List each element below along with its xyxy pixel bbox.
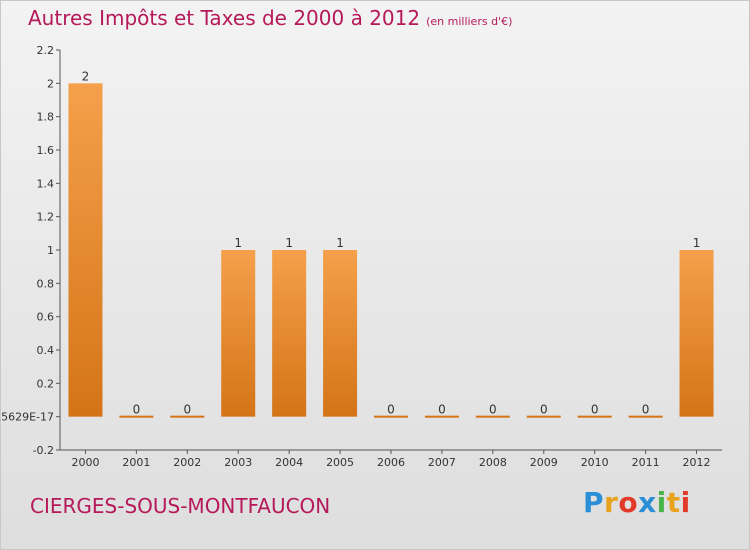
data-label: 2 [82,69,90,83]
data-label: 0 [387,403,395,417]
x-tick-label: 2005 [326,456,354,469]
data-label: 1 [285,236,293,250]
y-tick-label: -0.2 [33,444,54,457]
y-tick-label: 0.2 [37,377,55,390]
bar [374,415,408,418]
x-tick-label: 2002 [173,456,201,469]
y-tick-label: 0.4 [37,344,55,357]
bar [577,415,612,418]
chart-unit: (en milliers d'€) [426,15,513,28]
data-label: 0 [133,403,141,417]
x-tick-label: 2009 [530,456,558,469]
y-tick-label: -1.15629E-17 [0,411,54,424]
x-tick-label: 2000 [71,456,99,469]
commune-name: CIERGES-SOUS-MONTFAUCON [30,494,331,518]
data-label: 1 [693,236,701,250]
y-tick-label: 2.2 [37,44,55,57]
x-tick-label: 2001 [122,456,150,469]
y-tick-label: 1 [47,244,54,257]
logo-letter: i [680,486,691,519]
x-tick-label: 2011 [632,456,660,469]
y-tick-label: 0.8 [37,277,55,290]
data-label: 0 [642,403,650,417]
bar [272,250,307,417]
bar [221,250,256,417]
chart-title: Autres Impôts et Taxes de 2000 à 2012 [28,6,421,30]
bar [424,415,459,418]
y-tick-label: 0.6 [37,311,55,324]
logo-letter: o [618,486,639,519]
y-tick-label: 1.2 [37,211,55,224]
y-tick-label: 1.8 [37,111,55,124]
logo-letter: t [666,486,681,519]
bar [170,415,205,418]
bar [526,415,561,418]
bar [628,415,663,418]
data-label: 0 [591,403,599,417]
logo-letter: i [656,486,667,519]
data-label: 1 [234,236,242,250]
y-tick-label: 1.4 [37,177,55,190]
logo-letter: r [604,486,619,519]
data-label: 0 [540,403,548,417]
y-tick-label: 2 [47,77,54,90]
y-tick-label: 1.6 [37,144,55,157]
x-tick-label: 2007 [428,456,456,469]
data-label: 0 [489,403,497,417]
data-label: 0 [438,403,446,417]
bar [475,415,510,418]
x-tick-label: 2006 [377,456,405,469]
logo-letter: x [638,486,657,519]
bar [119,415,154,418]
bar [68,83,103,417]
x-tick-label: 2012 [683,456,711,469]
bar [323,250,358,417]
logo-letter: P [583,486,605,519]
proxiti-logo: Proxiti [583,486,691,519]
x-tick-label: 2004 [275,456,303,469]
bar [679,250,714,417]
data-label: 1 [336,236,344,250]
data-label: 0 [183,403,191,417]
x-tick-label: 2003 [224,456,252,469]
x-tick-label: 2008 [479,456,507,469]
x-tick-label: 2010 [581,456,609,469]
chart-title-block: Autres Impôts et Taxes de 2000 à 2012 (en… [28,6,512,30]
